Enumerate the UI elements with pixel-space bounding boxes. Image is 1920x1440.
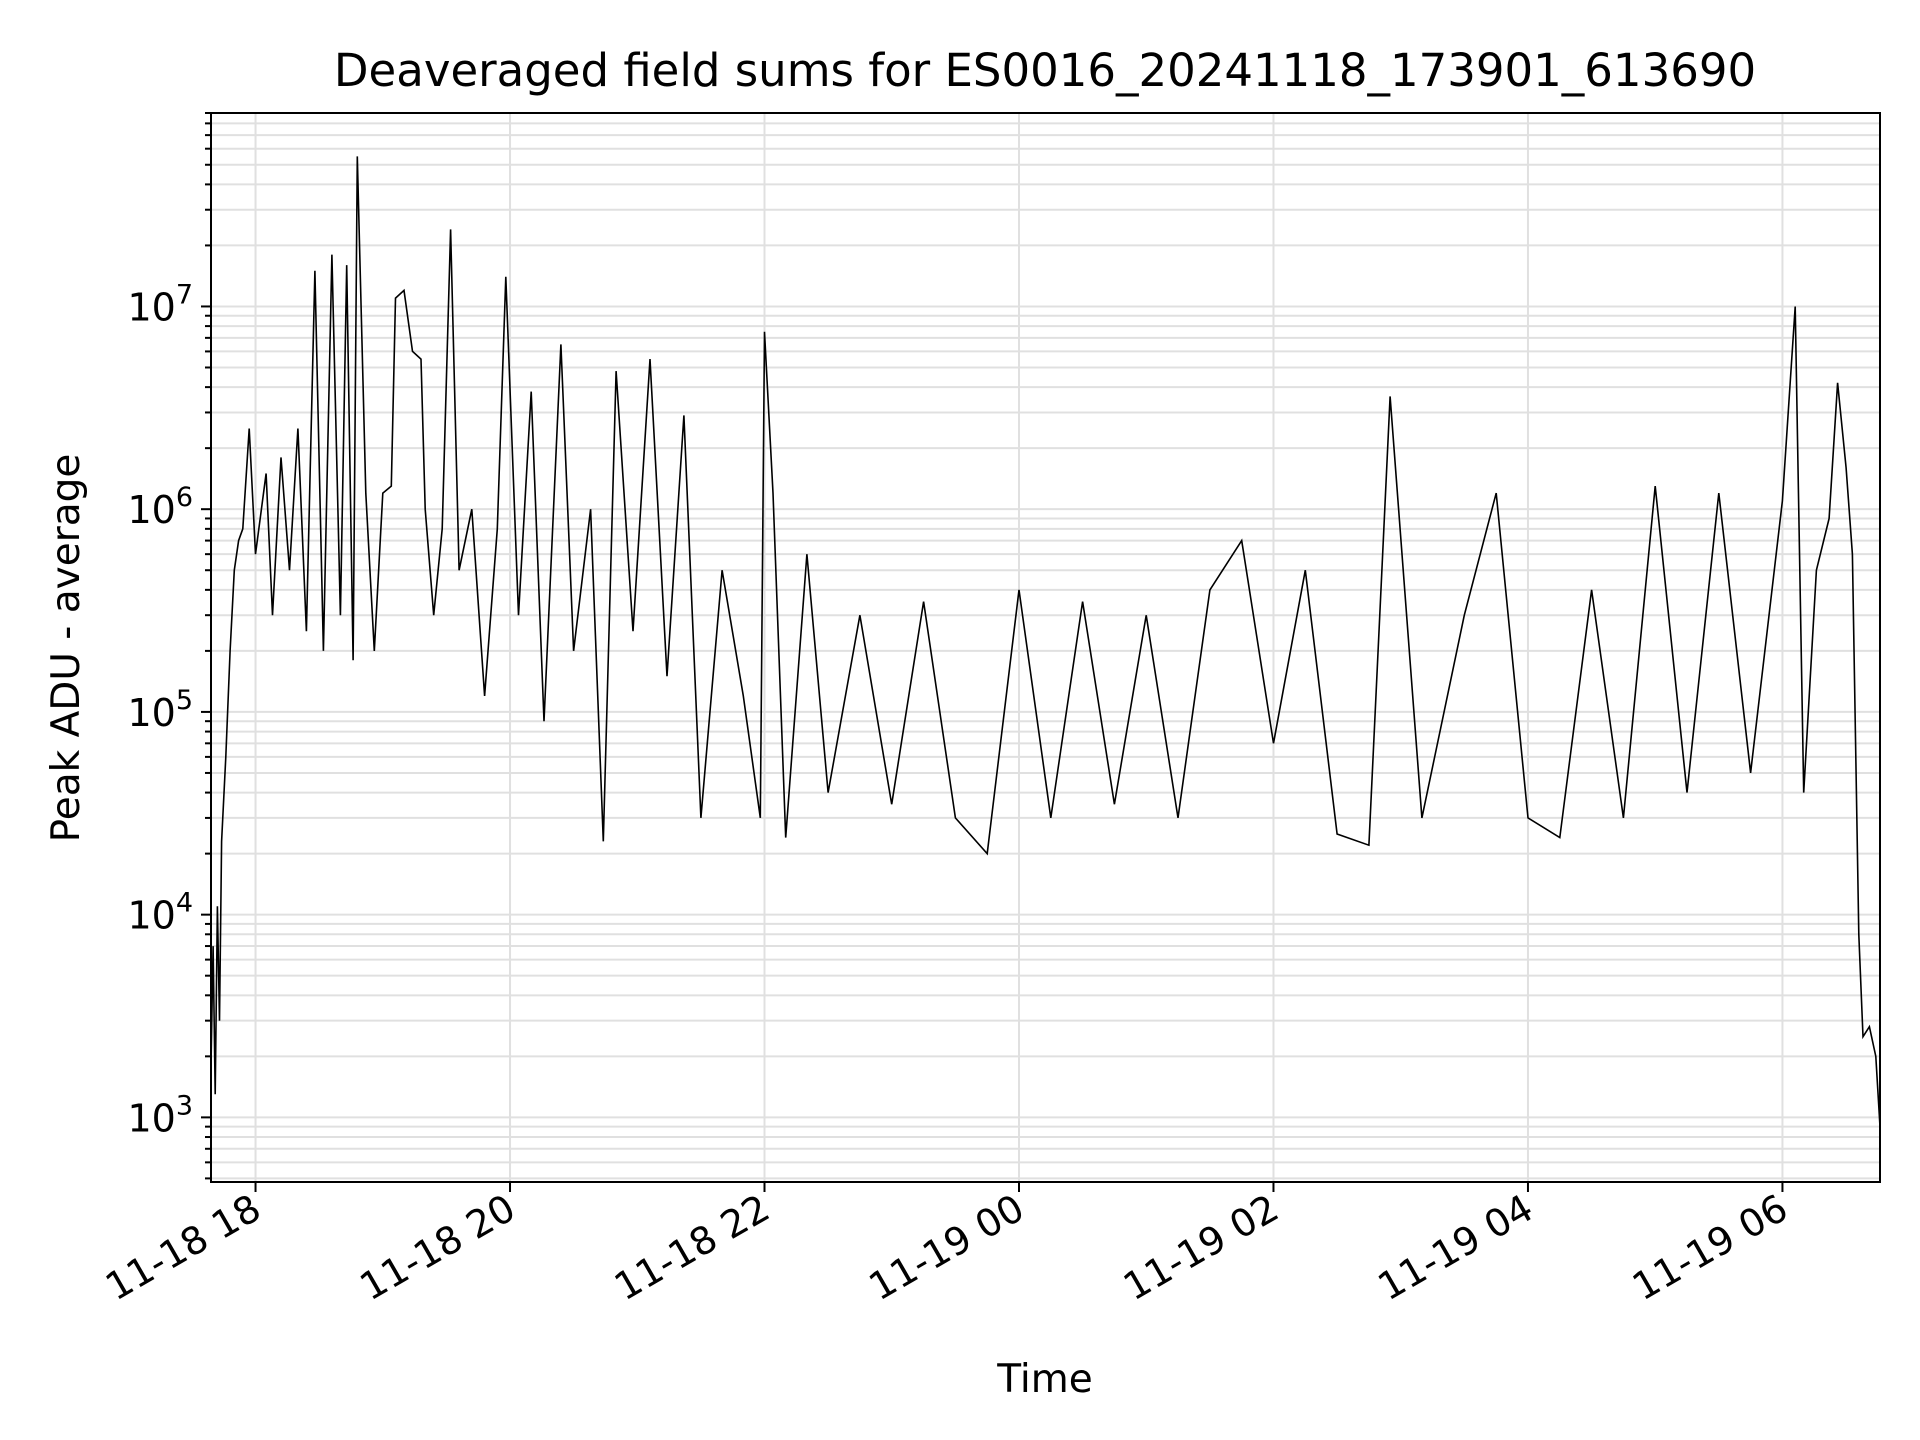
y-tick-label: 106 [127, 482, 193, 532]
grid [211, 112, 1880, 1182]
y-axis-label: Peak ADU - average [44, 454, 89, 843]
series-layer [210, 156, 1881, 1127]
chart-title: Deaveraged field sums for ES0016_2024111… [334, 44, 1756, 97]
y-tick-label: 103 [127, 1090, 193, 1140]
y-tick-label: 105 [127, 685, 193, 735]
y-tick-label: 107 [127, 279, 193, 329]
y-tick-label: 104 [127, 888, 193, 938]
plot-frame [210, 112, 1881, 1183]
x-axis-label: Time [996, 1357, 1092, 1402]
series-line [210, 156, 1881, 1127]
